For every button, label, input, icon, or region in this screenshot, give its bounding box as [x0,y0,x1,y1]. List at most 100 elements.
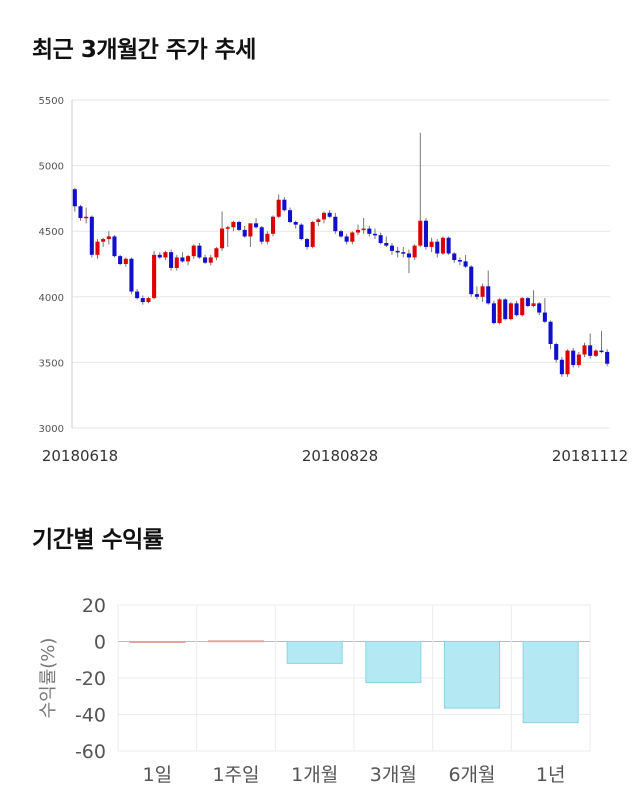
returns-bar-chart: 20 0 -20 -40 -60 1일 1주일 1개월 3개월 6개월 1년 수익률(%) [38,595,591,786]
candle-body [191,245,196,257]
candle-body [605,351,610,364]
candle-body [231,222,236,228]
price-y-tick-label: 3000 [39,424,64,435]
candle-body [293,222,298,225]
candle-body [118,256,123,264]
price-y-tick-label: 5500 [39,96,64,107]
price-chart-title: 최근 3개월간 주가 추세 [32,37,256,63]
candle-body [265,233,270,242]
returns-bar [129,641,186,643]
candle-body [101,239,106,242]
candle-body [423,220,428,247]
returns-x-tick-label: 3개월 [370,764,417,786]
candle-body [135,291,140,299]
returns-bar [365,641,422,684]
candle-body [112,236,117,257]
candle-body [378,235,383,244]
candle-body [486,286,491,304]
candle-body [248,223,253,237]
candle-body [508,303,513,320]
price-date-label: 20180618 [42,447,118,465]
candle-body [418,220,423,246]
candle-body [203,257,208,263]
price-candlestick-chart: 3000 3500 4000 4500 5000 5500 20180618 20180828… [39,96,629,465]
candle-body [367,228,372,234]
candle-body [401,252,406,254]
candle-body [333,216,338,232]
candle-body [571,350,576,366]
returns-y-tick-label: -40 [75,705,106,727]
candle-body [542,312,547,322]
price-y-tick-label: 4000 [39,293,64,304]
candle-body [186,256,191,262]
candle-body [197,245,202,258]
candle-body [582,345,587,355]
candle-body [157,254,162,258]
candle-body [129,258,134,292]
candle-body [474,294,479,297]
price-y-tick-label: 4500 [39,227,64,238]
candle-body [446,237,451,254]
returns-y-tick-label: -20 [75,668,106,690]
candle-body [395,250,400,253]
candle-body [525,298,530,306]
candle-body [316,219,321,223]
candle-body [214,248,219,258]
candle-body [304,239,310,247]
candle-body [237,222,242,230]
candle-body [384,243,389,246]
candle-body [72,189,77,207]
candle-body [350,232,355,242]
candle-body [463,261,468,267]
returns-x-tick-label: 1개월 [291,764,338,786]
candle-body [440,237,445,254]
candle-body [491,303,496,324]
candle-body [146,298,151,303]
candle-body [220,228,225,249]
candle-body [271,216,276,234]
candle-body [406,253,411,258]
returns-x-tick-label: 6개월 [448,764,495,786]
returns-bar [207,640,265,643]
candle-body [89,216,94,255]
candle-body [174,257,179,268]
candle-body [548,321,553,345]
candle-body [140,298,145,303]
returns-bar [286,641,343,664]
candle-body [225,227,230,229]
candle-body [503,299,508,320]
candle-body [576,354,581,366]
returns-chart-title: 기간별 수익률 [32,527,164,553]
price-y-tick-label: 3500 [39,358,64,369]
candle-body [497,299,502,324]
candle-body [537,303,542,313]
candle-body [287,210,293,223]
candle-body [276,199,281,217]
returns-y-tick-label: -60 [75,741,106,763]
candle-body [355,229,361,233]
candle-body [554,344,559,360]
candle-body [452,253,457,261]
candle-body [480,286,485,297]
candle-body [152,254,157,299]
candle-body [588,345,593,356]
candle-body [310,222,315,247]
returns-x-tick-label: 1년 [536,764,566,786]
candle-body [78,206,83,219]
candle-body [123,258,128,264]
candle-body [372,233,378,236]
price-date-label: 20180828 [302,447,378,465]
returns-x-tick-label: 1주일 [212,764,259,786]
candle-body [169,252,174,268]
returns-y-tick-label: 0 [94,632,106,654]
candle-body [259,227,264,242]
candle-body [457,260,462,262]
candle-body [254,223,259,228]
candle-body [599,350,604,353]
candle-body [321,212,327,220]
candle-body [531,303,536,306]
returns-bar [522,641,579,724]
candle-body [435,241,440,254]
candle-body [344,236,349,242]
candle-body [338,231,344,237]
